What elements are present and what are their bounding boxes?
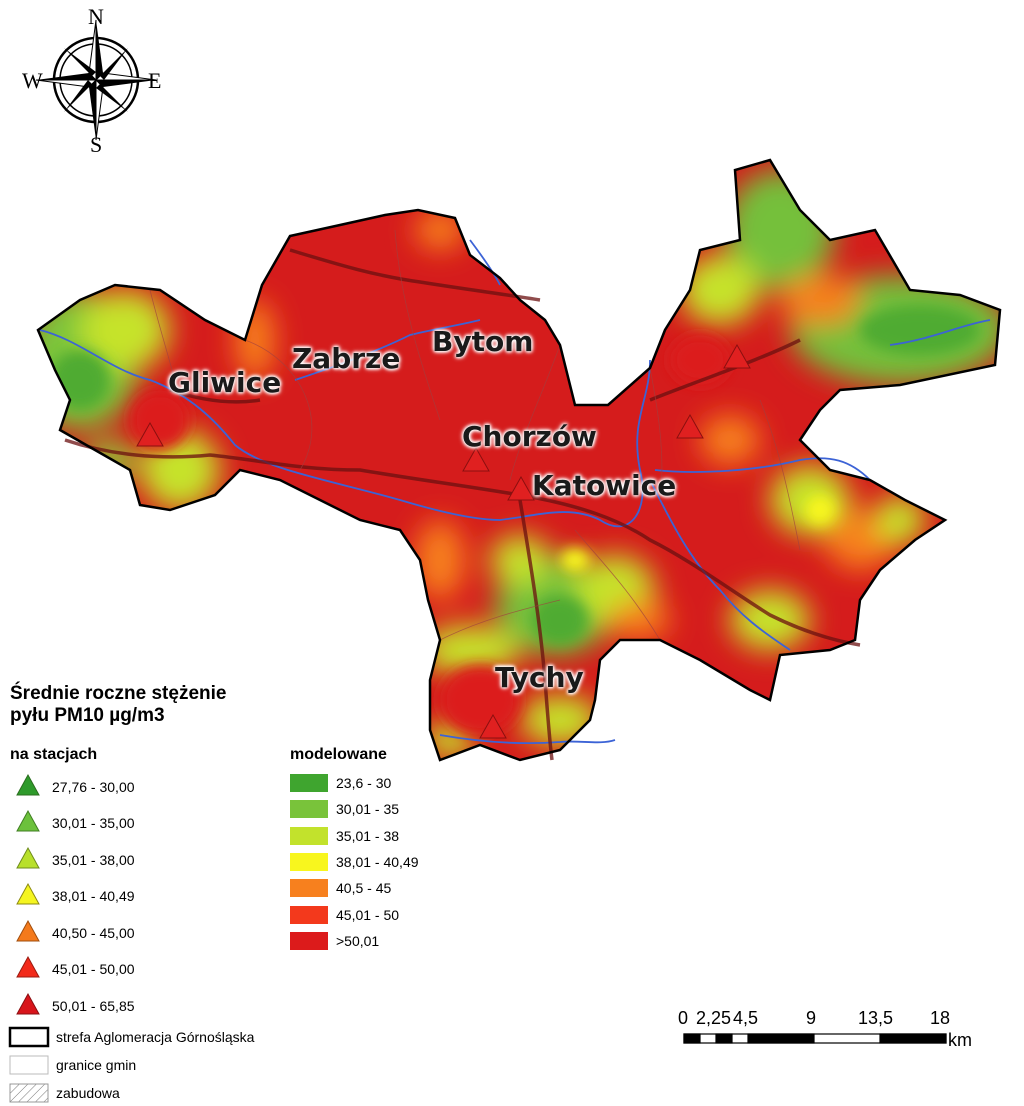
station-dabrowa xyxy=(723,343,751,369)
legend-station-label: 40,50 - 45,00 xyxy=(52,925,135,941)
legend-station-label: 50,01 - 65,85 xyxy=(52,998,135,1014)
stations xyxy=(136,343,751,739)
compass-west-label: W xyxy=(22,68,43,93)
legend-builtup-label: zabudowa xyxy=(56,1085,120,1101)
legend-modeled-label: >50,01 xyxy=(336,933,380,949)
legend-station-item: 38,01 - 40,49 xyxy=(52,885,135,907)
legend-modeled-label: 45,01 - 50 xyxy=(336,907,400,923)
legend-modeled-item: >50,01 xyxy=(336,930,379,952)
legend-station-label: 30,01 - 35,00 xyxy=(52,815,135,831)
legend-modeled-label: 35,01 - 38 xyxy=(336,828,400,844)
legend-station-item: 35,01 - 38,00 xyxy=(52,849,135,871)
legend-builtup-item: zabudowa xyxy=(56,1082,120,1104)
legend-title-line2: pyłu PM10 µg/m3 xyxy=(10,705,165,726)
legend-station-item: 27,76 - 30,00 xyxy=(52,776,135,798)
main-roads xyxy=(64,248,861,761)
city-label-chorzow: Chorzów xyxy=(462,420,597,453)
legend-station-label: 38,01 - 40,49 xyxy=(52,888,135,904)
city-label-zabrze: Zabrze xyxy=(292,342,401,375)
station-chorzow xyxy=(462,446,490,472)
legend-station-item: 45,01 - 50,00 xyxy=(52,958,135,980)
station-katowice xyxy=(507,475,535,501)
city-label-tychy: Tychy xyxy=(495,661,584,694)
scale-label: 18 xyxy=(930,1008,951,1028)
city-label-gliwice: Gliwice xyxy=(168,366,282,399)
scale-label: 2,25 xyxy=(696,1008,732,1028)
legend-station-label: 35,01 - 38,00 xyxy=(52,852,135,868)
compass-north-label: N xyxy=(88,4,104,29)
legend-stations-title: na stacjach xyxy=(10,746,98,763)
legend-municipal-label: granice gmin xyxy=(56,1057,137,1073)
legend-modeled-item: 38,01 - 40,49 xyxy=(336,851,419,873)
legend-modeled-label: 40,5 - 45 xyxy=(336,880,392,896)
scale-bar xyxy=(683,1033,947,1044)
station-tychy xyxy=(479,713,507,739)
city-label-bytom: Bytom xyxy=(432,325,534,358)
legend-modeled-title: modelowane xyxy=(290,746,387,763)
legend-station-item: 40,50 - 45,00 xyxy=(52,922,135,944)
municipal-borders xyxy=(149,229,801,641)
rivers xyxy=(39,239,991,745)
scale-label: 13,5 xyxy=(858,1008,894,1028)
legend-modeled-label: 23,6 - 30 xyxy=(336,775,392,791)
station-sosnowiec xyxy=(676,413,704,439)
station-gliwice xyxy=(136,421,164,447)
legend-zone-label: strefa Aglomeracja Górnośląska xyxy=(56,1029,255,1045)
legend-zone-item: strefa Aglomeracja Górnośląska xyxy=(56,1026,254,1048)
legend-station-item: 30,01 - 35,00 xyxy=(52,812,135,834)
legend-municipal-item: granice gmin xyxy=(56,1054,136,1076)
legend-station-item: 50,01 - 65,85 xyxy=(52,995,135,1017)
legend-title: Średnie roczne stężenie pyłu PM10 µg/m3 xyxy=(10,683,226,727)
scale-label: 4,5 xyxy=(733,1008,759,1028)
city-label-katowice: Katowice xyxy=(532,469,677,502)
legend-symbols xyxy=(8,773,328,1103)
scale-label: 0 xyxy=(678,1008,689,1028)
legend-modeled-item: 45,01 - 50 xyxy=(336,904,399,926)
legend-title-line1: Średnie roczne stężenie xyxy=(10,683,227,704)
scale-unit: km xyxy=(948,1030,972,1050)
legend-station-label: 27,76 - 30,00 xyxy=(52,779,135,795)
compass-east-label: E xyxy=(148,68,162,93)
legend-modeled-item: 30,01 - 35 xyxy=(336,798,399,820)
legend-modeled-label: 38,01 - 40,49 xyxy=(336,854,419,870)
compass-south-label: S xyxy=(90,132,103,157)
legend-modeled-item: 35,01 - 38 xyxy=(336,825,399,847)
legend-modeled-item: 40,5 - 45 xyxy=(336,877,391,899)
legend-modeled-label: 30,01 - 35 xyxy=(336,801,400,817)
legend-modeled-item: 23,6 - 30 xyxy=(336,772,391,794)
compass-rose-icon xyxy=(35,19,157,141)
legend-station-label: 45,01 - 50,00 xyxy=(52,961,135,977)
scale-label: 9 xyxy=(806,1008,817,1028)
